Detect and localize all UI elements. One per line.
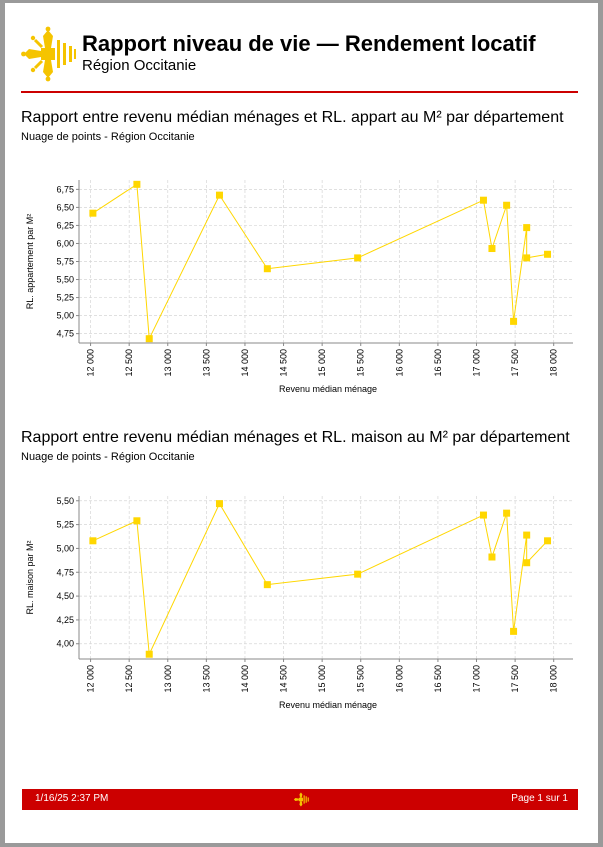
x-tick-label: 13 500 <box>201 349 211 377</box>
occitan-cross-small-icon <box>293 791 310 808</box>
chart-appart: 4,75 5,00 5,25 5,50 5,75 6,00 6,25 6,50 6,75 12 0… <box>21 173 581 403</box>
section-subtitle-maison: Nuage de points - Région Occitanie <box>21 451 195 463</box>
x-tick-label: 16 000 <box>394 665 404 693</box>
y-tick-label: 5,75 <box>56 257 74 267</box>
data-point <box>133 180 141 188</box>
data-point <box>215 500 223 508</box>
data-point <box>523 531 531 539</box>
y-tick-label: 4,75 <box>56 329 74 339</box>
section-title-maison: Rapport entre revenu médian ménages et R… <box>21 429 570 446</box>
x-tick-label: 12 500 <box>124 665 134 693</box>
y-tick-label: 6,25 <box>56 220 74 230</box>
y-tick-label: 4,25 <box>56 615 74 625</box>
x-tick-label: 12 000 <box>86 349 96 377</box>
data-point <box>523 559 531 567</box>
data-point <box>263 265 271 273</box>
y-axis-label: RL. maison par M² <box>25 540 35 614</box>
data-point <box>215 191 223 199</box>
data-point <box>89 537 97 545</box>
x-tick-label: 15 000 <box>317 665 327 693</box>
y-tick-label: 6,00 <box>56 238 74 248</box>
occitan-cross-icon <box>21 26 79 82</box>
x-tick-label: 17 000 <box>472 665 482 693</box>
footer-date: 1/16/25 2:37 PM <box>35 793 109 804</box>
x-tick-label: 14 000 <box>240 349 250 377</box>
data-point <box>523 224 531 232</box>
data-point <box>503 509 511 517</box>
data-point <box>145 335 153 343</box>
y-tick-label: 4,75 <box>56 567 74 577</box>
y-tick-label: 5,00 <box>56 311 74 321</box>
x-tick-label: 17 000 <box>472 349 482 377</box>
report-title: Rapport niveau de vie — Rendement locati… <box>82 31 536 56</box>
data-point <box>510 317 518 325</box>
x-tick-label: 18 000 <box>549 665 559 693</box>
y-tick-label: 4,00 <box>56 639 74 649</box>
x-tick-label: 12 500 <box>124 349 134 377</box>
x-tick-label: 13 000 <box>163 349 173 377</box>
data-point <box>479 196 487 204</box>
report-subtitle: Région Occitanie <box>82 57 197 74</box>
x-tick-label: 13 500 <box>201 665 211 693</box>
y-tick-label: 4,50 <box>56 591 74 601</box>
y-tick-label: 5,25 <box>56 520 74 530</box>
x-tick-label: 15 000 <box>317 349 327 377</box>
data-point <box>354 570 362 578</box>
x-tick-label: 16 500 <box>433 349 443 377</box>
x-tick-label: 16 500 <box>433 665 443 693</box>
header-divider <box>21 91 578 93</box>
x-tick-label: 15 500 <box>356 665 366 693</box>
y-tick-label: 6,50 <box>56 202 74 212</box>
data-point <box>488 553 496 561</box>
section-title-appart: Rapport entre revenu médian ménages et R… <box>21 109 564 126</box>
x-tick-label: 17 500 <box>510 665 520 693</box>
x-tick-label: 18 000 <box>549 349 559 377</box>
y-tick-label: 5,50 <box>56 496 74 506</box>
x-tick-label: 17 500 <box>510 349 520 377</box>
data-point <box>523 254 531 262</box>
page-footer: 1/16/25 2:37 PM Page 1 sur 1 <box>22 789 578 810</box>
x-tick-label: 12 000 <box>86 665 96 693</box>
data-point <box>133 517 141 525</box>
x-tick-label: 16 000 <box>394 349 404 377</box>
x-tick-label: 13 000 <box>163 665 173 693</box>
data-point <box>479 511 487 519</box>
series-line <box>92 502 548 657</box>
section-subtitle-appart: Nuage de points - Région Occitanie <box>21 131 195 143</box>
data-point <box>263 581 271 589</box>
y-tick-label: 5,25 <box>56 293 74 303</box>
y-tick-label: 6,75 <box>56 184 74 194</box>
x-tick-label: 14 500 <box>279 665 289 693</box>
data-point <box>89 209 97 217</box>
x-tick-label: 15 500 <box>356 349 366 377</box>
y-tick-label: 5,50 <box>56 275 74 285</box>
footer-page-number: Page 1 sur 1 <box>511 793 568 804</box>
data-point <box>354 254 362 262</box>
chart-maison: 4,00 4,25 4,50 4,75 5,00 5,25 5,50 12 000 12 500… <box>21 489 581 719</box>
y-axis-label: RL. appartement par M² <box>25 214 35 310</box>
data-point <box>510 627 518 635</box>
data-point <box>488 245 496 253</box>
data-point <box>544 250 552 258</box>
x-tick-label: 14 000 <box>240 665 250 693</box>
chart-maison-svg: 4,00 4,25 4,50 4,75 5,00 5,25 5,50 12 000 12 500… <box>25 496 573 710</box>
x-tick-label: 14 500 <box>279 349 289 377</box>
report-page: Rapport niveau de vie — Rendement locati… <box>5 3 598 843</box>
y-tick-label: 5,00 <box>56 543 74 553</box>
x-axis-label: Revenu médian ménage <box>279 700 377 710</box>
data-point <box>503 201 511 209</box>
chart-appart-svg: 4,75 5,00 5,25 5,50 5,75 6,00 6,25 6,50 6,75 12 0… <box>25 180 573 394</box>
data-point <box>544 537 552 545</box>
data-point <box>145 650 153 658</box>
x-axis-label: Revenu médian ménage <box>279 384 377 394</box>
